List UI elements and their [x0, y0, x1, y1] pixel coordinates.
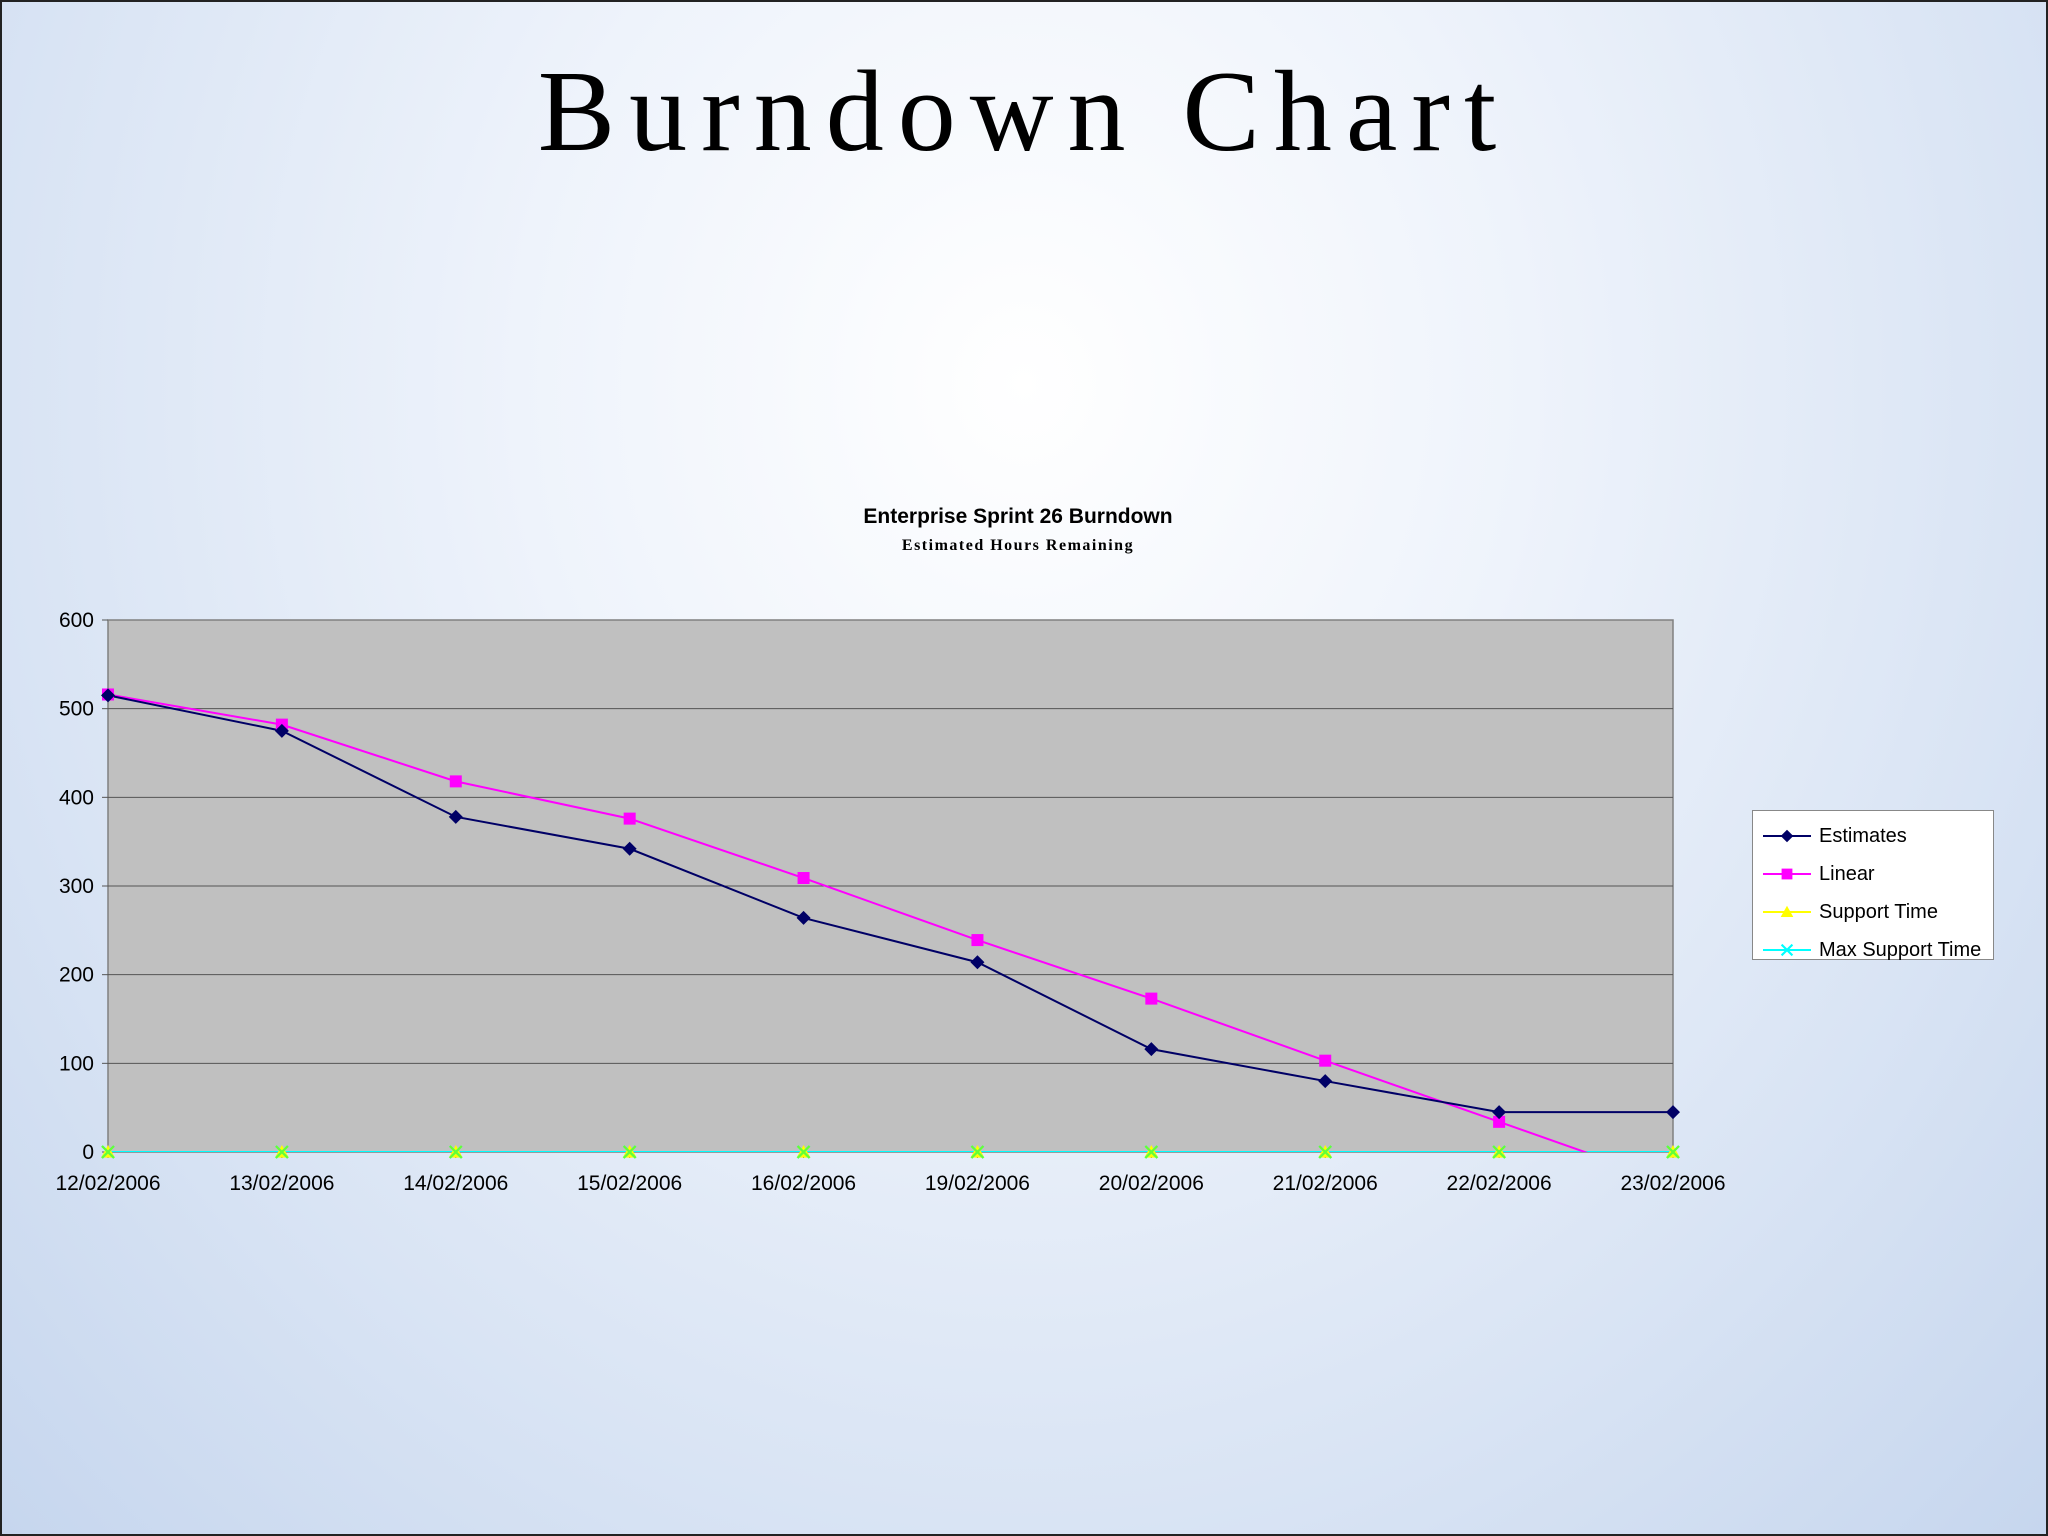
- legend-label: Max Support Time: [1819, 938, 1982, 961]
- x-tick-label: 16/02/2006: [751, 1172, 856, 1195]
- legend-swatch-linear: [1763, 868, 1811, 880]
- data-point-support-overlap: [1318, 1145, 1332, 1159]
- data-point-estimates: [101, 688, 115, 703]
- y-tick-label: 300: [59, 875, 94, 898]
- data-point-linear: [623, 812, 636, 825]
- legend-item-max-support-time: Max Support Time: [1761, 935, 1981, 965]
- series-line-estimates: [108, 694, 1673, 1114]
- legend-marker-estimates: [1780, 829, 1794, 843]
- data-point-estimates: [274, 723, 289, 738]
- legend-swatch-max-support-time: [1763, 943, 1811, 957]
- chart-title: Enterprise Sprint 26 Burndown: [863, 505, 1173, 528]
- data-point-linear: [1319, 1054, 1332, 1067]
- data-point-linear: [1493, 1115, 1506, 1128]
- data-point-estimates: [1492, 1105, 1507, 1120]
- data-point-support-overlap: [1666, 1145, 1680, 1159]
- x-tick-label: 13/02/2006: [229, 1172, 334, 1195]
- x-tick-label: 21/02/2006: [1273, 1172, 1378, 1195]
- legend-label: Estimates: [1819, 824, 1907, 847]
- legend-marker-support-time: [1780, 905, 1794, 918]
- data-point-support-overlap: [622, 1145, 637, 1159]
- legend-marker-max-support-time: [1780, 943, 1794, 957]
- legend-label: Support Time: [1819, 900, 1938, 923]
- data-point-linear: [797, 872, 810, 885]
- legend-item-linear: Linear: [1761, 859, 1875, 889]
- legend-item-estimates: Estimates: [1761, 821, 1907, 851]
- legend-swatch-estimates: [1763, 829, 1811, 843]
- slide-title: Burndown Chart: [537, 48, 1511, 176]
- chart-subtitle: Estimated Hours Remaining: [901, 537, 1135, 554]
- legend: Estimates Linear Support Time Max Support T…: [1752, 810, 1994, 961]
- data-point-linear: [971, 934, 984, 947]
- y-tick-label: 500: [59, 698, 94, 721]
- data-point-support-overlap: [970, 1145, 985, 1159]
- x-tick-label: 15/02/2006: [577, 1172, 682, 1195]
- data-point-linear: [1145, 992, 1158, 1005]
- y-tick-label: 100: [59, 1052, 94, 1075]
- data-point-estimates: [970, 955, 985, 970]
- data-point-support-overlap: [101, 1145, 115, 1159]
- legend-marker-linear: [1781, 868, 1793, 880]
- data-point-support-overlap: [275, 1145, 289, 1159]
- legend-label: Linear: [1819, 862, 1875, 885]
- data-point-estimates: [1666, 1105, 1680, 1120]
- data-point-estimates: [1318, 1074, 1333, 1089]
- y-tick-label: 0: [82, 1141, 94, 1164]
- x-tick-label: 22/02/2006: [1447, 1172, 1552, 1195]
- data-point-support-overlap: [796, 1145, 811, 1159]
- y-tick-label: 600: [59, 609, 94, 632]
- data-point-support-overlap: [1492, 1145, 1506, 1159]
- legend-swatch-support-time: [1763, 905, 1811, 918]
- legend-item-support-time: Support Time: [1761, 897, 1938, 927]
- x-tick-label: 23/02/2006: [1620, 1172, 1725, 1195]
- y-tick-label: 200: [59, 964, 94, 987]
- data-point-estimates: [1144, 1042, 1159, 1057]
- x-tick-label: 19/02/2006: [925, 1172, 1030, 1195]
- series-line-linear: [108, 693, 1588, 1152]
- x-tick-label: 12/02/2006: [55, 1172, 160, 1195]
- x-tick-label: 20/02/2006: [1099, 1172, 1204, 1195]
- data-point-support-overlap: [1144, 1145, 1159, 1159]
- data-point-estimates: [448, 809, 463, 824]
- data-point-support-overlap: [448, 1145, 463, 1159]
- data-point-estimates: [796, 910, 811, 925]
- y-tick-label: 400: [59, 786, 94, 809]
- data-point-estimates: [622, 841, 637, 856]
- data-point-linear: [449, 775, 462, 788]
- x-tick-label: 14/02/2006: [403, 1172, 508, 1195]
